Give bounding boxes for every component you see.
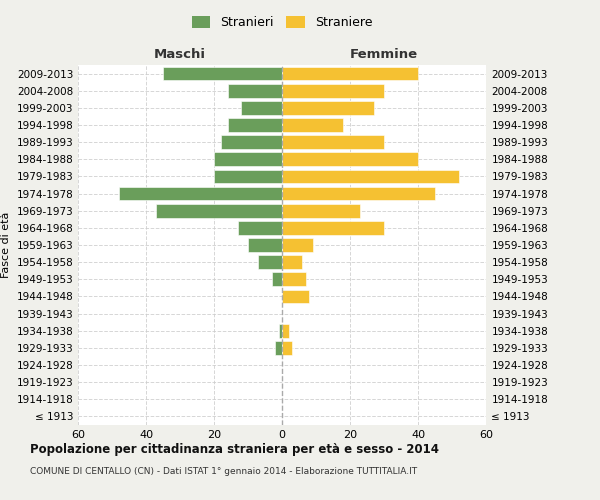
Bar — [119, 186, 282, 200]
Bar — [248, 238, 282, 252]
Bar — [282, 221, 384, 234]
Bar — [282, 84, 384, 98]
Bar — [214, 152, 282, 166]
Bar — [278, 324, 282, 338]
Bar — [241, 101, 282, 114]
Bar — [282, 170, 459, 183]
Text: Maschi: Maschi — [154, 48, 206, 62]
Y-axis label: Fasce di età: Fasce di età — [1, 212, 11, 278]
Bar — [282, 341, 292, 354]
Bar — [275, 341, 282, 354]
Text: Popolazione per cittadinanza straniera per età e sesso - 2014: Popolazione per cittadinanza straniera p… — [30, 442, 439, 456]
Bar — [282, 101, 374, 114]
Bar — [282, 66, 418, 80]
Bar — [156, 204, 282, 218]
Bar — [272, 272, 282, 286]
Legend: Stranieri, Straniere: Stranieri, Straniere — [187, 11, 377, 34]
Bar — [282, 186, 435, 200]
Bar — [238, 221, 282, 234]
Bar — [282, 204, 360, 218]
Bar — [282, 136, 384, 149]
Bar — [163, 66, 282, 80]
Bar — [221, 136, 282, 149]
Bar — [282, 290, 309, 304]
Bar — [227, 118, 282, 132]
Bar — [282, 118, 343, 132]
Text: Femmine: Femmine — [350, 48, 418, 62]
Bar — [282, 238, 313, 252]
Bar — [227, 84, 282, 98]
Bar — [214, 170, 282, 183]
Bar — [282, 324, 289, 338]
Bar — [282, 152, 418, 166]
Text: COMUNE DI CENTALLO (CN) - Dati ISTAT 1° gennaio 2014 - Elaborazione TUTTITALIA.I: COMUNE DI CENTALLO (CN) - Dati ISTAT 1° … — [30, 468, 417, 476]
Bar — [282, 256, 302, 269]
Bar — [258, 256, 282, 269]
Bar — [282, 272, 306, 286]
